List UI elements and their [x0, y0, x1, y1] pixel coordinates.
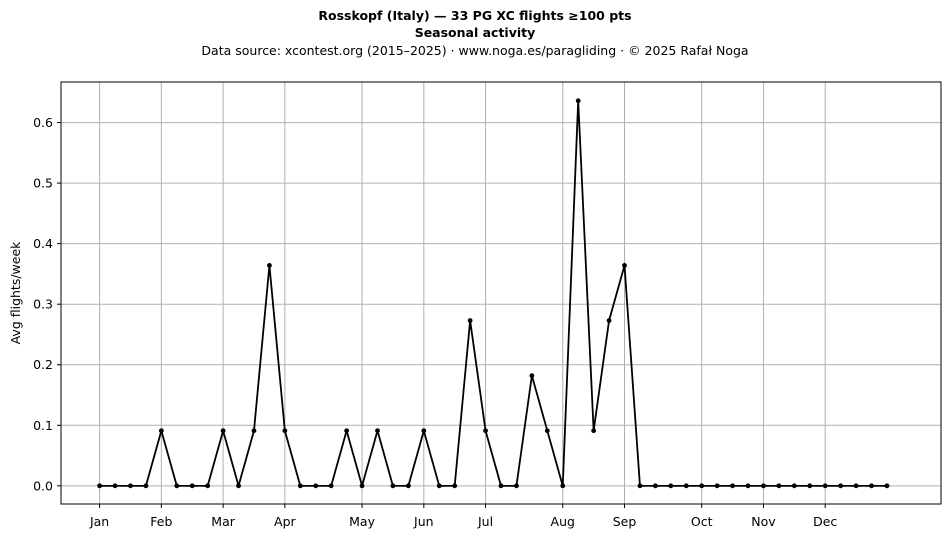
chart-subtitle: Seasonal activity — [415, 25, 536, 40]
data-point — [267, 263, 272, 268]
x-tick-label: Jul — [477, 514, 493, 529]
data-point — [297, 483, 303, 489]
y-tick-label: 0.3 — [33, 297, 53, 312]
data-point — [436, 483, 442, 489]
data-point — [575, 98, 581, 104]
series-line — [99, 99, 887, 487]
data-point — [822, 483, 828, 489]
data-point — [683, 483, 689, 489]
data-point — [637, 483, 643, 489]
plot-frame — [60, 81, 942, 505]
data-point — [606, 318, 612, 323]
data-point — [467, 318, 473, 323]
x-tick-label: Apr — [274, 514, 296, 529]
x-tick-label: Jun — [413, 514, 434, 529]
x-tick-label: Aug — [551, 514, 575, 529]
data-point — [158, 428, 164, 434]
data-point — [652, 483, 658, 489]
chart-title: Rosskopf (Italy) — 33 PG XC flights ≥100… — [318, 8, 631, 23]
data-point — [884, 483, 890, 489]
data-point — [699, 483, 705, 489]
data-point — [390, 483, 396, 489]
x-tick-label: Nov — [751, 514, 776, 529]
data-point — [853, 483, 859, 489]
data-point — [128, 483, 133, 489]
data-point — [622, 263, 627, 268]
data-point — [205, 483, 211, 489]
data-point — [112, 483, 118, 489]
y-tick-label: 0.0 — [33, 478, 53, 493]
data-point — [544, 428, 550, 434]
y-tick-label: 0.6 — [33, 115, 53, 130]
data-point — [761, 483, 766, 489]
data-point — [375, 428, 380, 434]
data-point — [869, 483, 874, 489]
x-axis: Jan Feb Mar Apr May Jun Jul Aug Sep Oct Nov Dec — [89, 504, 837, 529]
data-point — [313, 483, 319, 489]
data-point — [560, 483, 566, 489]
y-tick-label: 0.5 — [33, 176, 53, 191]
x-tick-label: Mar — [211, 514, 235, 529]
y-tick-label: 0.2 — [33, 357, 53, 372]
data-point — [514, 483, 519, 489]
data-point — [220, 428, 226, 434]
data-point — [776, 483, 782, 489]
data-point — [189, 483, 195, 489]
x-tick-label: Dec — [813, 514, 837, 529]
data-point — [483, 428, 488, 434]
data-point — [498, 483, 504, 489]
data-point — [143, 483, 149, 489]
data-point — [236, 483, 241, 489]
x-tick-label: Jan — [89, 514, 109, 529]
data-point — [359, 483, 365, 489]
data-point — [591, 428, 597, 434]
y-axis-label: Avg flights/week — [8, 241, 23, 345]
data-point — [405, 483, 411, 489]
x-tick-label: Feb — [150, 514, 172, 529]
data-point — [668, 483, 674, 489]
series-group — [97, 98, 890, 489]
data-point — [174, 483, 180, 489]
x-tick-label: May — [349, 514, 375, 529]
x-tick-label: Oct — [691, 514, 713, 529]
data-point — [745, 483, 751, 489]
data-point — [421, 428, 427, 434]
data-point — [97, 483, 102, 489]
data-point — [529, 373, 535, 379]
data-point — [730, 483, 735, 489]
y-tick-label: 0.1 — [33, 418, 53, 433]
chart-source: Data source: xcontest.org (2015–2025) · … — [201, 43, 748, 58]
data-point — [807, 483, 813, 489]
data-point — [714, 483, 720, 489]
data-point — [251, 428, 257, 434]
data-point — [838, 483, 844, 489]
data-point — [344, 428, 350, 434]
data-point — [328, 483, 334, 489]
grid — [61, 82, 941, 504]
data-point — [791, 483, 797, 489]
data-point — [282, 428, 288, 434]
y-axis: 0.0 0.1 0.2 0.3 0.4 0.5 0.6 — [33, 115, 61, 493]
y-tick-label: 0.4 — [33, 236, 53, 251]
x-tick-label: Sep — [613, 514, 637, 529]
data-point — [452, 483, 458, 489]
